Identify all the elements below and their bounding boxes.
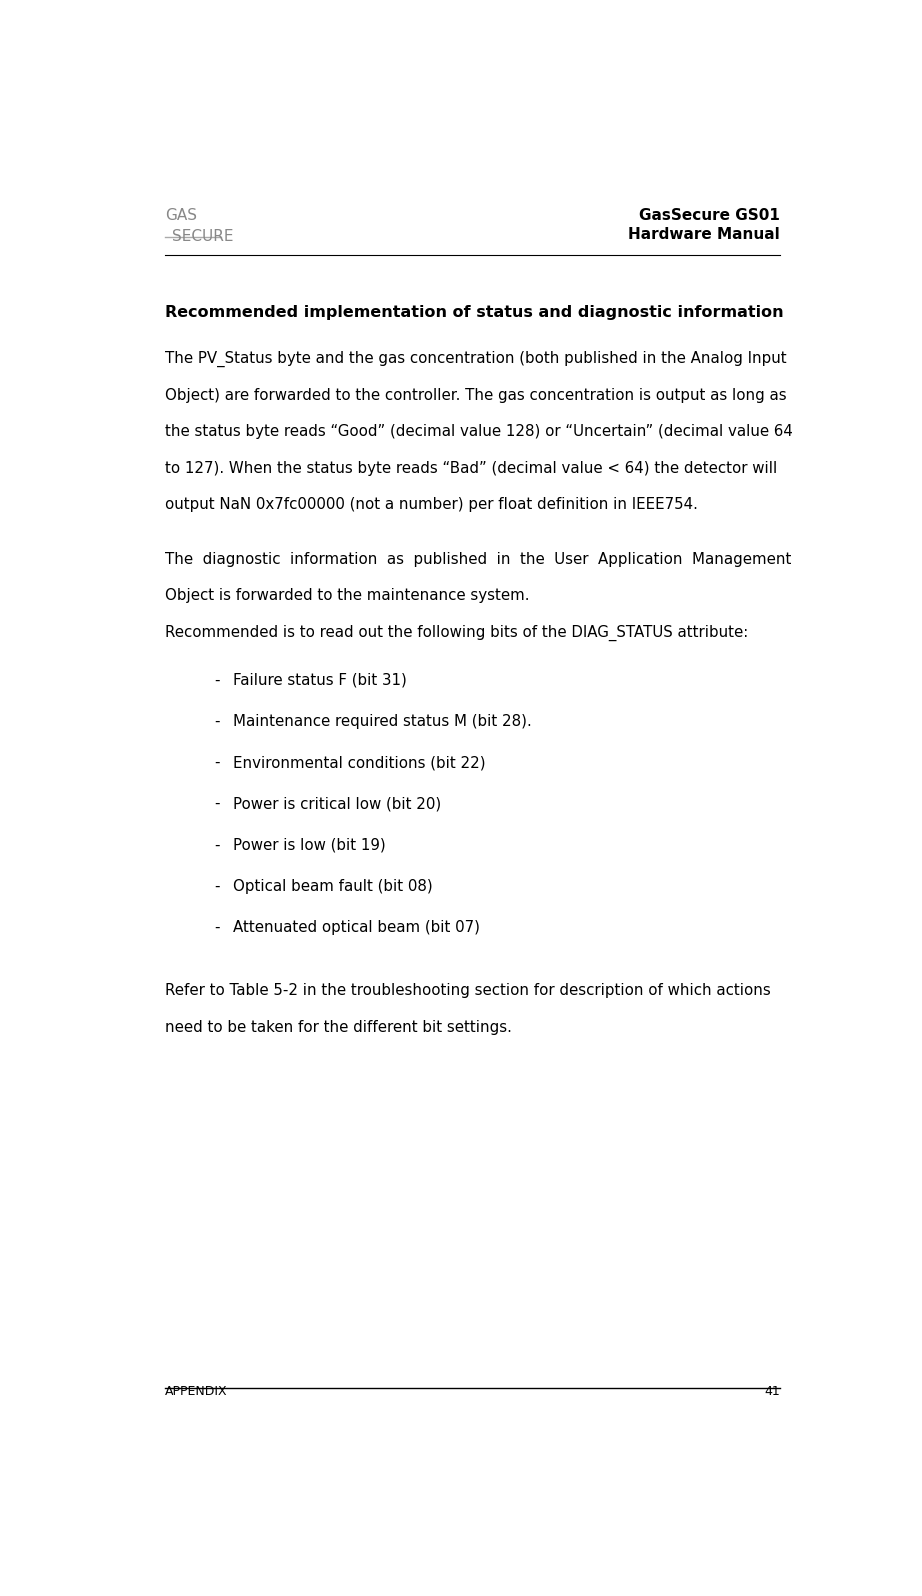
Text: -: - [214, 672, 219, 688]
Text: Recommended implementation of status and diagnostic information: Recommended implementation of status and… [165, 305, 784, 319]
Text: -: - [214, 796, 219, 811]
Text: The PV_Status byte and the gas concentration (both published in the Analog Input: The PV_Status byte and the gas concentra… [165, 351, 786, 367]
Text: SECURE: SECURE [172, 230, 234, 244]
Text: Maintenance required status M (bit 28).: Maintenance required status M (bit 28). [233, 713, 532, 729]
Text: output NaN 0x7fc00000 (not a number) per float definition in IEEE754.: output NaN 0x7fc00000 (not a number) per… [165, 496, 698, 512]
Text: Hardware Manual: Hardware Manual [628, 227, 780, 243]
Text: -: - [214, 713, 219, 729]
Text: APPENDIX: APPENDIX [165, 1385, 228, 1398]
Text: need to be taken for the different bit settings.: need to be taken for the different bit s… [165, 1020, 512, 1034]
Text: Optical beam fault (bit 08): Optical beam fault (bit 08) [233, 879, 433, 894]
Text: Object is forwarded to the maintenance system.: Object is forwarded to the maintenance s… [165, 589, 530, 603]
Text: -: - [214, 879, 219, 894]
Text: -: - [214, 919, 219, 935]
Text: Attenuated optical beam (bit 07): Attenuated optical beam (bit 07) [233, 919, 480, 935]
Text: -: - [214, 755, 219, 769]
Text: GasSecure GS01: GasSecure GS01 [639, 209, 780, 223]
Text: Power is critical low (bit 20): Power is critical low (bit 20) [233, 796, 442, 811]
Text: the status byte reads “Good” (decimal value 128) or “Uncertain” (decimal value 6: the status byte reads “Good” (decimal va… [165, 425, 793, 439]
Text: Power is low (bit 19): Power is low (bit 19) [233, 838, 386, 852]
Text: Recommended is to read out the following bits of the DIAG_STATUS attribute:: Recommended is to read out the following… [165, 624, 749, 642]
Text: GAS: GAS [165, 209, 197, 223]
Text: -: - [214, 838, 219, 852]
Text: to 127). When the status byte reads “Bad” (decimal value < 64) the detector will: to 127). When the status byte reads “Bad… [165, 461, 777, 476]
Text: Object) are forwarded to the controller. The gas concentration is output as long: Object) are forwarded to the controller.… [165, 388, 786, 402]
Text: Refer to Table 5-2 in the troubleshooting section for description of which actio: Refer to Table 5-2 in the troubleshootin… [165, 983, 771, 998]
Text: Failure status F (bit 31): Failure status F (bit 31) [233, 672, 407, 688]
Text: 41: 41 [764, 1385, 780, 1398]
Text: The  diagnostic  information  as  published  in  the  User  Application  Managem: The diagnostic information as published … [165, 552, 792, 567]
Text: Environmental conditions (bit 22): Environmental conditions (bit 22) [233, 755, 486, 769]
